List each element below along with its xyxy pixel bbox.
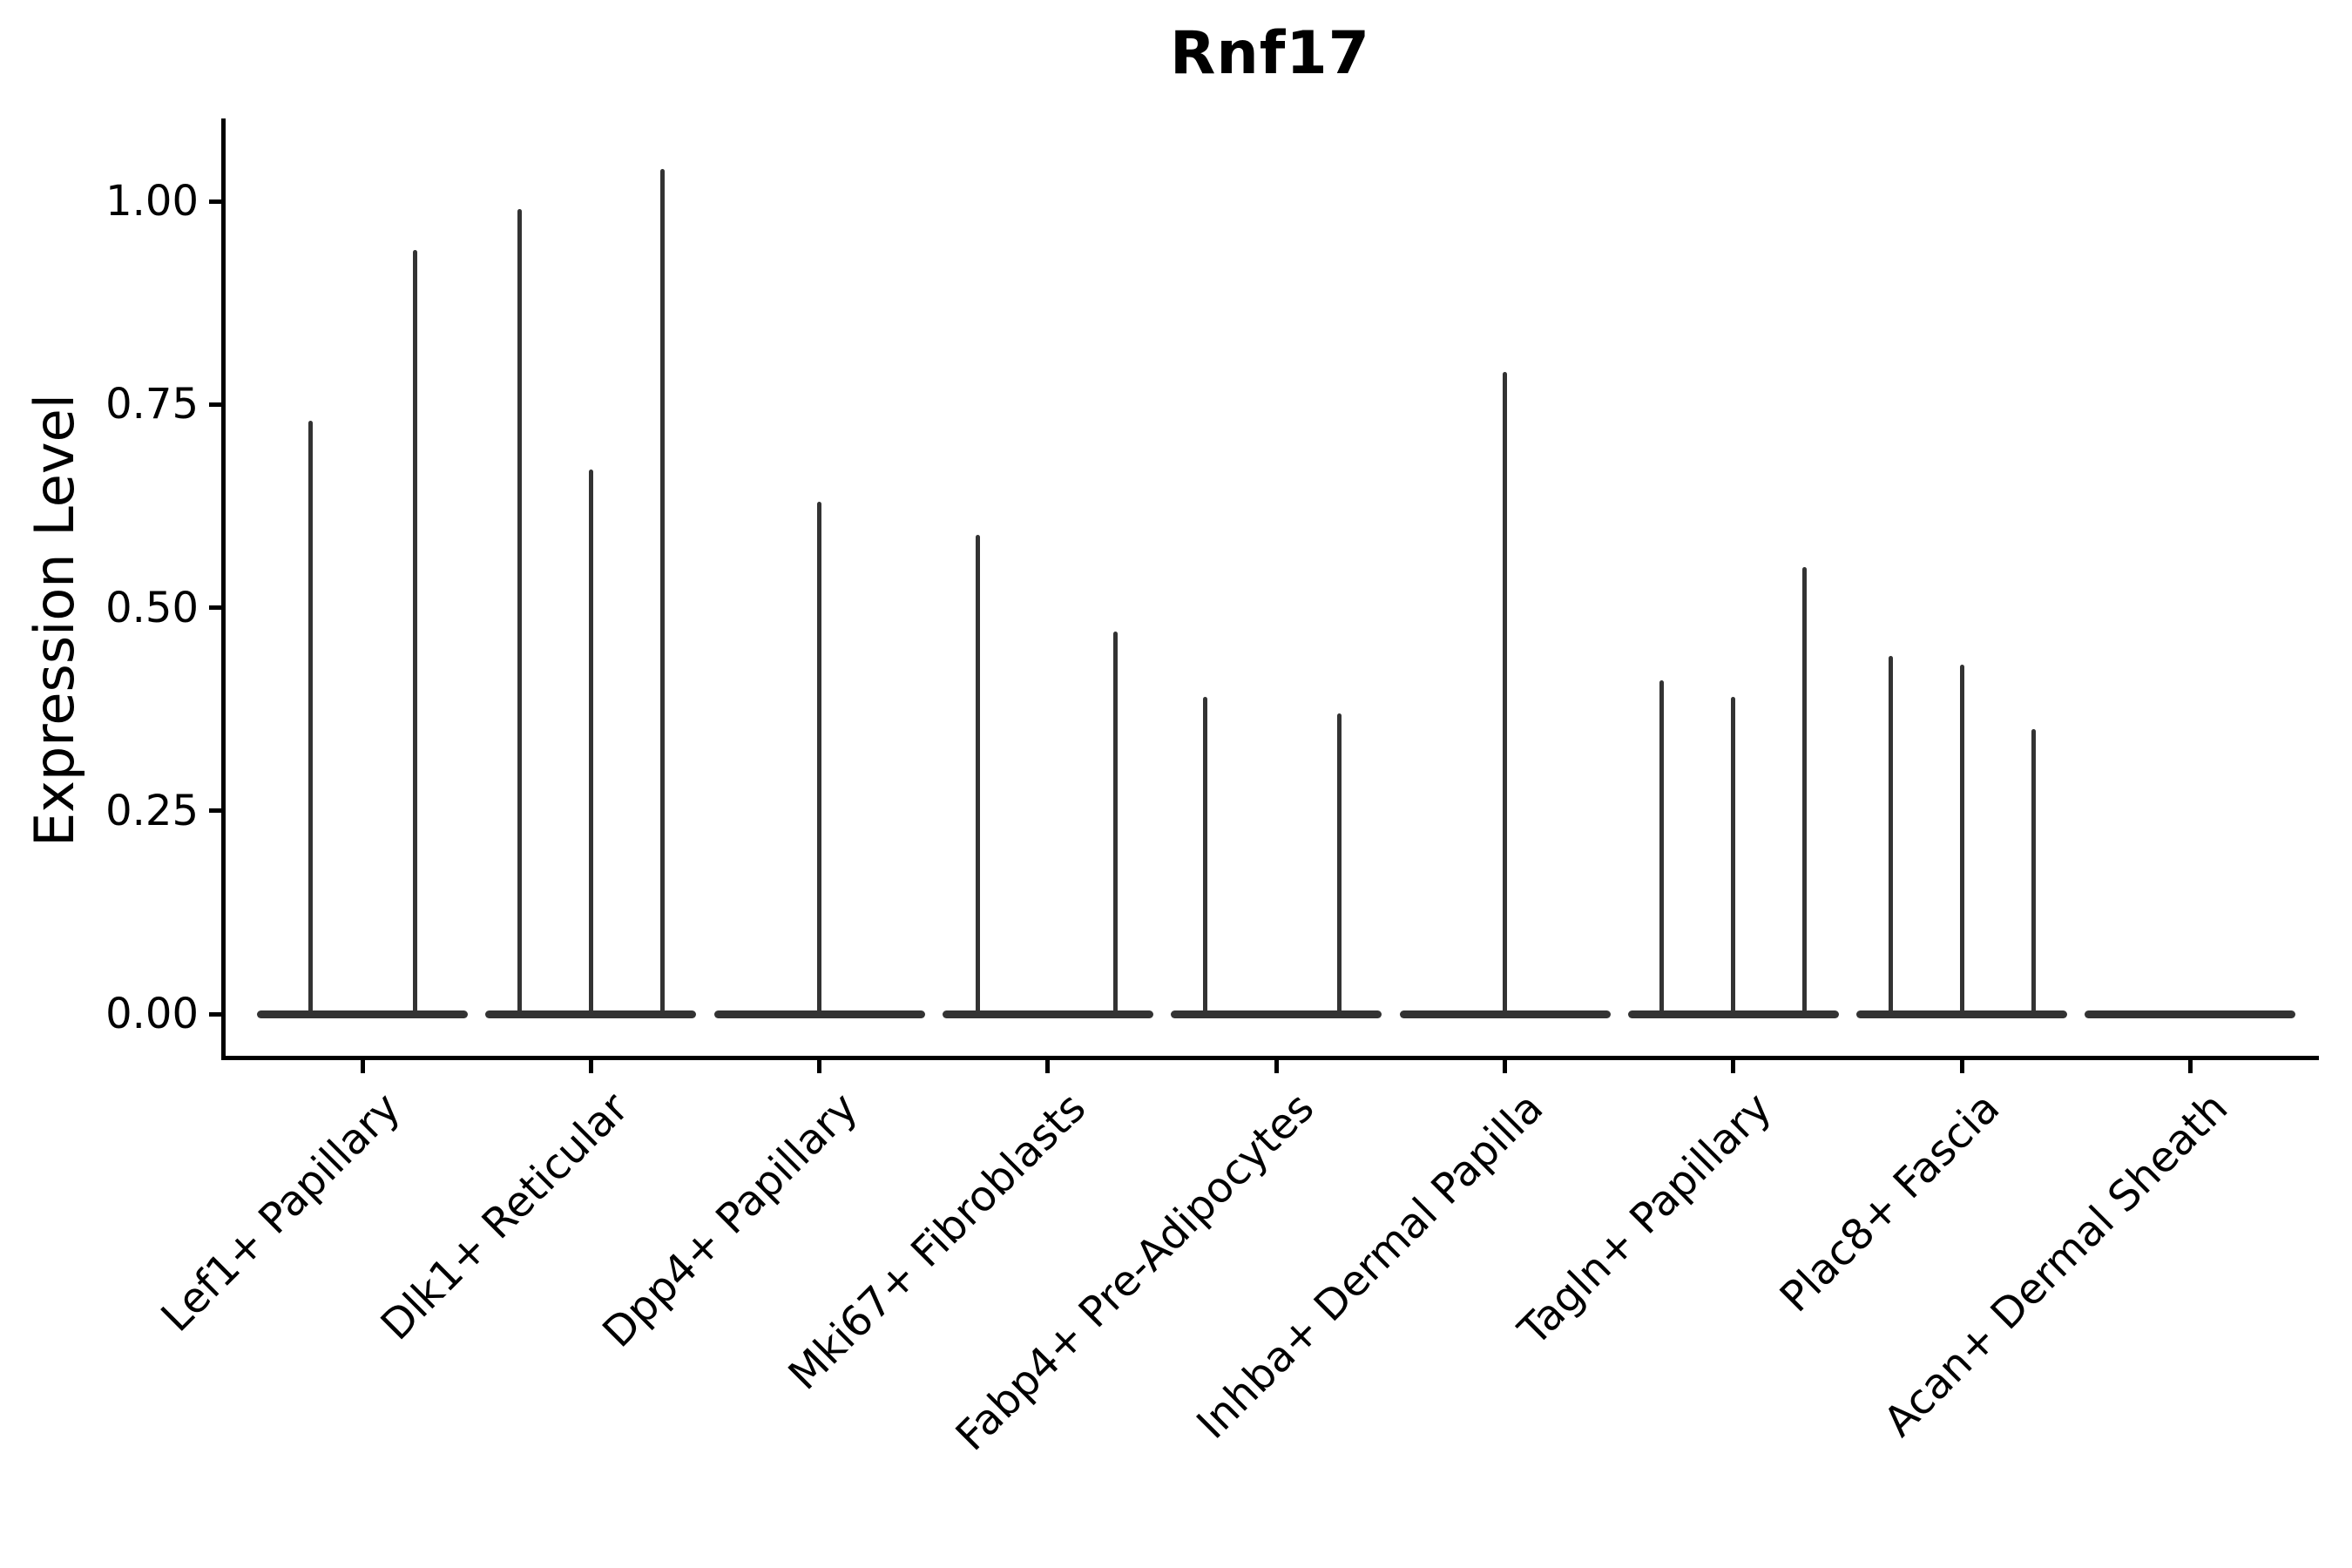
y-tick-mark [209,605,222,610]
x-tick-label: Fabp4+ Pre-Adipocytes [946,1083,1324,1461]
y-tick-mark [209,1012,222,1017]
x-tick-mark [1731,1060,1735,1073]
violin-spike [517,209,522,1016]
x-tick-mark [817,1060,821,1073]
violin-spike [1731,697,1735,1016]
y-tick-label: 0.00 [105,990,199,1038]
violin-spike [1113,632,1118,1016]
y-tick-mark [209,808,222,813]
violin-spike [589,470,593,1016]
y-tick-label: 0.50 [105,584,199,632]
x-tick-label: Mki67+ Fibroblasts [779,1083,1096,1400]
x-tick-mark [1960,1060,1964,1073]
violin-base [257,1010,468,1018]
y-tick-mark [209,199,222,204]
x-tick-label: Tagln+ Papillary [1509,1083,1781,1355]
y-tick-label: 1.00 [105,177,199,226]
chart-title: Rnf17 [1170,19,1370,88]
violin-spike [1203,697,1207,1016]
violin-spike [976,535,980,1016]
violin-spike [1889,656,1893,1016]
x-tick-mark [1274,1060,1279,1073]
violin-base [2085,1010,2295,1018]
x-tick-mark [2188,1060,2193,1073]
violin-spike [1337,713,1342,1016]
violin-spike [413,250,417,1016]
violin-spike [1659,680,1664,1016]
y-tick-label: 0.75 [105,380,199,429]
violin-spike [817,502,821,1016]
x-tick-label: Acan+ Dermal Sheath [1875,1083,2238,1447]
violin-spike [1960,665,1964,1016]
violin-spike [660,169,665,1016]
x-tick-mark [589,1060,593,1073]
x-tick-mark [1045,1060,1050,1073]
violin-base [943,1010,1153,1018]
y-axis-spine [221,118,226,1060]
x-tick-mark [361,1060,365,1073]
violin-spike [1802,567,1807,1016]
y-tick-mark [209,402,222,407]
x-tick-label: Inhba+ Dermal Papilla [1186,1083,1552,1449]
violin-spike [308,421,313,1016]
x-axis-spine [221,1056,2319,1060]
violin-base [1171,1010,1382,1018]
x-tick-label: Dlk1+ Reticular [371,1083,639,1350]
violin-spike [2031,729,2036,1016]
x-tick-mark [1503,1060,1507,1073]
x-tick-label: Plac8+ Fascia [1770,1083,2010,1322]
violin-spike [1503,372,1507,1016]
y-tick-label: 0.25 [105,787,199,835]
x-tick-label: Dpp4+ Papillary [592,1083,867,1357]
